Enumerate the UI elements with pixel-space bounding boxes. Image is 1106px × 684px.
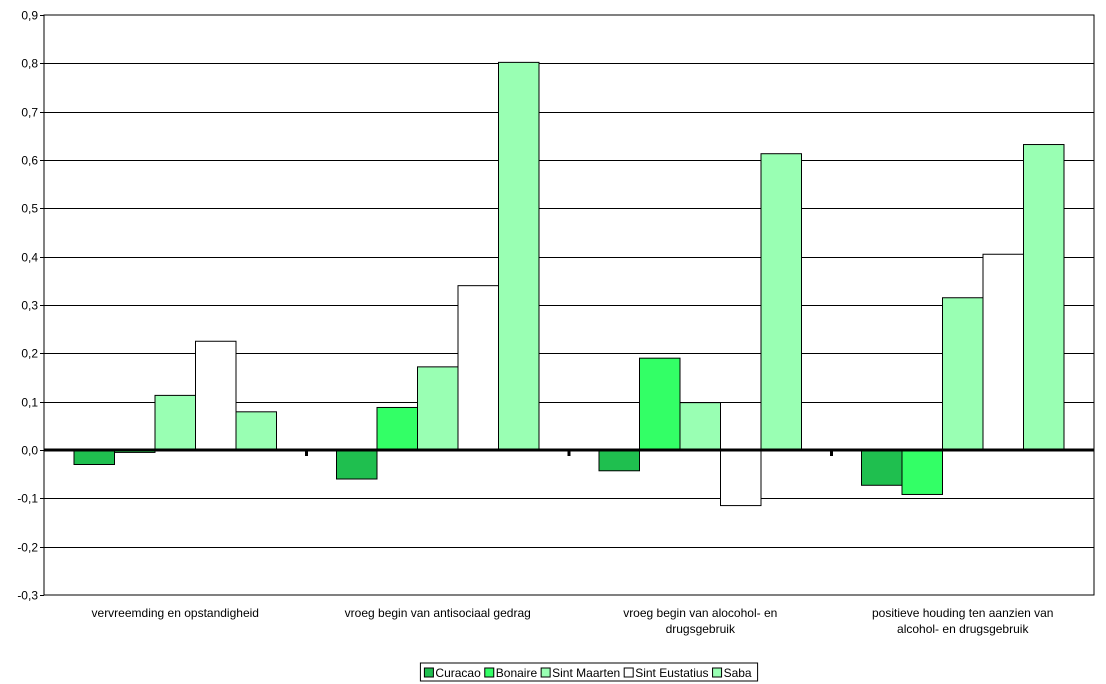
bar: [457, 285, 499, 451]
y-tick-label: 0,1: [21, 396, 38, 410]
y-tick-label: 0,6: [21, 154, 38, 168]
category-label: drugsgebruik: [666, 622, 736, 636]
y-tick-label: -0,3: [17, 589, 38, 603]
y-tick-label: 0,7: [21, 106, 38, 120]
bar: [417, 366, 459, 451]
bar: [760, 153, 802, 451]
bar: [942, 297, 984, 451]
y-tick-label: 0,3: [21, 299, 38, 313]
bar: [336, 449, 378, 480]
bar: [376, 406, 418, 451]
bar: [498, 61, 540, 451]
legend-box: [419, 662, 759, 682]
category-label: vroeg begin van antisociaal gedrag: [345, 606, 531, 620]
bar: [639, 357, 681, 451]
bar: [195, 340, 237, 451]
y-tick-label: 0,8: [21, 57, 38, 71]
y-tick-label: 0,9: [21, 9, 38, 23]
legend-label: Curacao: [435, 666, 481, 680]
gridlines: [40, 14, 1095, 596]
legend: Curacao Bonaire Sint Maarten Sint Eustatius…: [419, 662, 759, 682]
bar: [901, 449, 943, 495]
bar: [982, 253, 1024, 451]
axes: [44, 448, 1094, 456]
legend-swatch: [540, 667, 551, 678]
legend-swatch: [484, 667, 495, 678]
bar: [720, 449, 762, 507]
y-tick-label: -0,2: [17, 541, 38, 555]
bar: [598, 449, 640, 472]
bar: [73, 449, 115, 465]
y-tick-label: 0,5: [21, 202, 38, 216]
legend-label: Sint Eustatius: [635, 666, 708, 680]
legend-swatch: [423, 667, 434, 678]
y-tick-label: 0,0: [21, 444, 38, 458]
legend-label: Sint Maarten: [552, 666, 620, 680]
y-axis-tick-labels: -0,3 -0,2 -0,1 0,0 0,1 0,2 0,3 0,4 0,5 0,6 0,7 0,8 0…: [17, 9, 38, 603]
category-label: positieve houding ten aanzien van: [872, 606, 1053, 620]
y-tick-label: -0,1: [17, 492, 38, 506]
x-axis-category-labels: vervreemding en opstandigheid vroeg begin…: [92, 606, 1054, 636]
bars: [73, 61, 1065, 507]
category-label: vervreemding en opstandigheid: [92, 606, 259, 620]
y-tick-label: 0,2: [21, 347, 38, 361]
bar: [235, 411, 277, 451]
bar: [154, 394, 196, 451]
category-label: vroeg begin van alocohol- en: [623, 606, 777, 620]
bar: [1023, 144, 1065, 451]
legend-label: Bonaire: [496, 666, 538, 680]
bar: [861, 449, 903, 486]
category-label: alcohol- en drugsgebruik: [897, 622, 1029, 636]
legend-swatch: [623, 667, 634, 678]
legend-swatch: [712, 667, 723, 678]
legend-label: Saba: [724, 666, 752, 680]
y-tick-label: 0,4: [21, 251, 38, 265]
bar: [679, 402, 721, 451]
